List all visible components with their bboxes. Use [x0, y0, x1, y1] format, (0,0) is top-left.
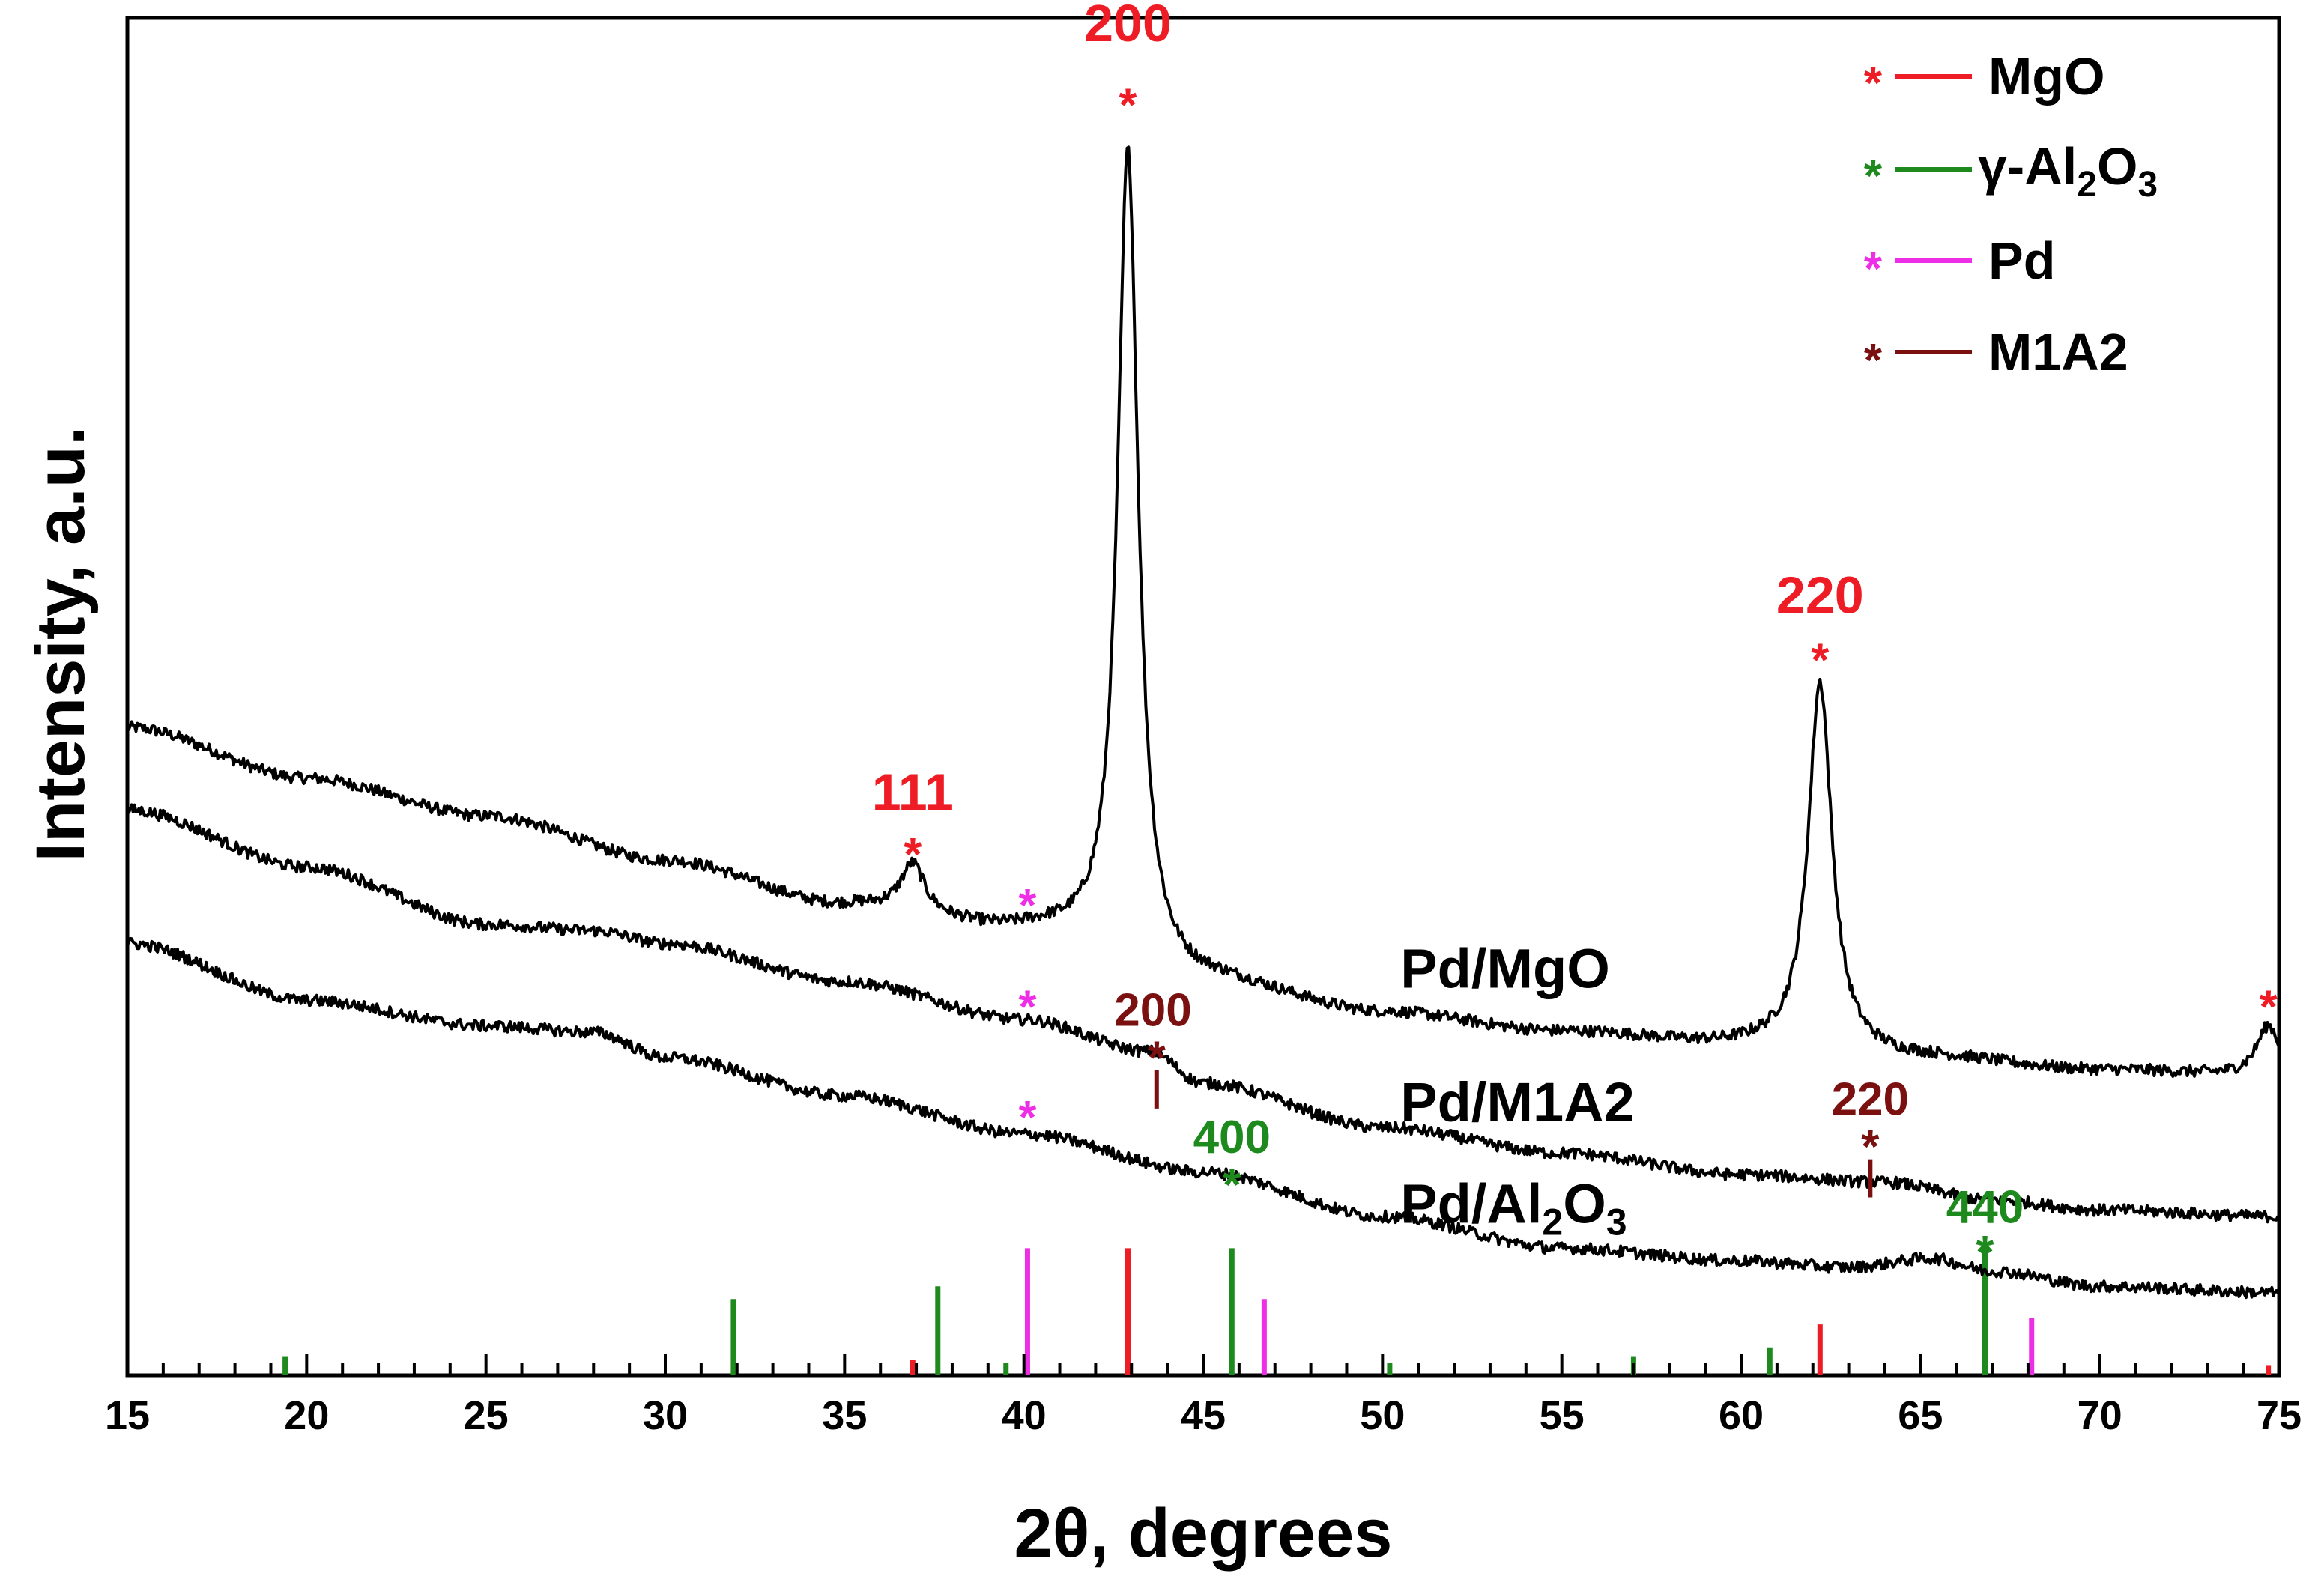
- legend-label-pd: Pd: [1988, 231, 2055, 290]
- peak-label-200: 200: [1084, 0, 1172, 52]
- x-tick-label: 55: [1540, 1393, 1585, 1438]
- star-marker: *: [904, 829, 922, 881]
- series-label-pd-al2o3: Pd/Al2O3: [1400, 1172, 1627, 1243]
- star-marker: *: [1018, 1092, 1037, 1144]
- legend-label-mgo: MgO: [1988, 47, 2105, 106]
- legend-star-pd: *: [1864, 243, 1883, 295]
- legend-label-al2o3-main: γ-Al: [1978, 137, 2077, 196]
- legend-label-m1a2: M1A2: [1988, 323, 2128, 381]
- series-label-pd-al2o3-main: Pd/Al: [1400, 1172, 1542, 1234]
- x-tick-label: 60: [1719, 1393, 1764, 1438]
- x-tick-label: 40: [1002, 1393, 1047, 1438]
- x-tick-label: 70: [2078, 1393, 2122, 1438]
- series-lines: [126, 145, 2281, 1300]
- peak-label-220: 220: [1832, 1073, 1909, 1125]
- star-marker: *: [1223, 1160, 1241, 1211]
- axes: 15 20 25 30 35 40 45 50 55 60 65 70 75: [105, 1354, 2302, 1438]
- x-tick-label: 75: [2257, 1393, 2302, 1438]
- star-marker: *: [1976, 1227, 1994, 1279]
- x-tick-label: 15: [105, 1393, 150, 1438]
- peak-label-220: 220: [1776, 566, 1864, 624]
- y-axis-title: Intensity, a.u.: [22, 426, 99, 861]
- star-marker: *: [1018, 880, 1037, 932]
- star-marker: *: [1018, 982, 1037, 1034]
- x-tick-label: 20: [284, 1393, 329, 1438]
- series-label-pd-al2o3-sub1: 2: [1542, 1201, 1563, 1243]
- star-marker: *: [1119, 80, 1137, 132]
- x-tick-label: 45: [1181, 1393, 1226, 1438]
- peak-label-200: 200: [1114, 985, 1191, 1037]
- legend-star-al2o3: *: [1864, 151, 1883, 202]
- star-marker: *: [2260, 982, 2278, 1034]
- legend-label-al2o3-mid: O: [2097, 137, 2137, 196]
- legend-label-al2o3-sub2: 3: [2137, 165, 2158, 204]
- legend: * MgO * γ-Al2O3 * Pd * M1A2: [1864, 47, 2158, 387]
- series-label-pd-m1a2: Pd/M1A2: [1400, 1071, 1635, 1133]
- series-label-pd-al2o3-mid: O: [1563, 1172, 1606, 1234]
- star-marker: *: [1811, 635, 1830, 687]
- series-label-pd-mgo: Pd/MgO: [1400, 938, 1610, 1000]
- series-line-0: [126, 145, 2281, 1078]
- series-line-1: [126, 803, 2281, 1224]
- peak-label-440: 440: [1946, 1181, 2024, 1233]
- x-axis-title: 2θ, degrees: [1014, 1495, 1393, 1572]
- series-line-2: [126, 936, 2281, 1300]
- peak-label-400: 400: [1193, 1112, 1271, 1163]
- x-tick-label: 35: [822, 1393, 867, 1438]
- legend-star-mgo: *: [1864, 58, 1883, 109]
- legend-label-al2o3-sub1: 2: [2077, 165, 2097, 204]
- x-tick-label: 30: [643, 1393, 688, 1438]
- x-tick-label: 25: [464, 1393, 509, 1438]
- peak-label-111: 111: [872, 763, 954, 821]
- x-tick-label: 65: [1898, 1393, 1943, 1438]
- reference-lines: [282, 1248, 2272, 1375]
- legend-label-al2o3: γ-Al2O3: [1978, 137, 2158, 204]
- x-tick-label: 50: [1360, 1393, 1405, 1438]
- legend-star-m1a2: *: [1864, 335, 1883, 387]
- series-label-pd-al2o3-sub2: 3: [1606, 1201, 1627, 1243]
